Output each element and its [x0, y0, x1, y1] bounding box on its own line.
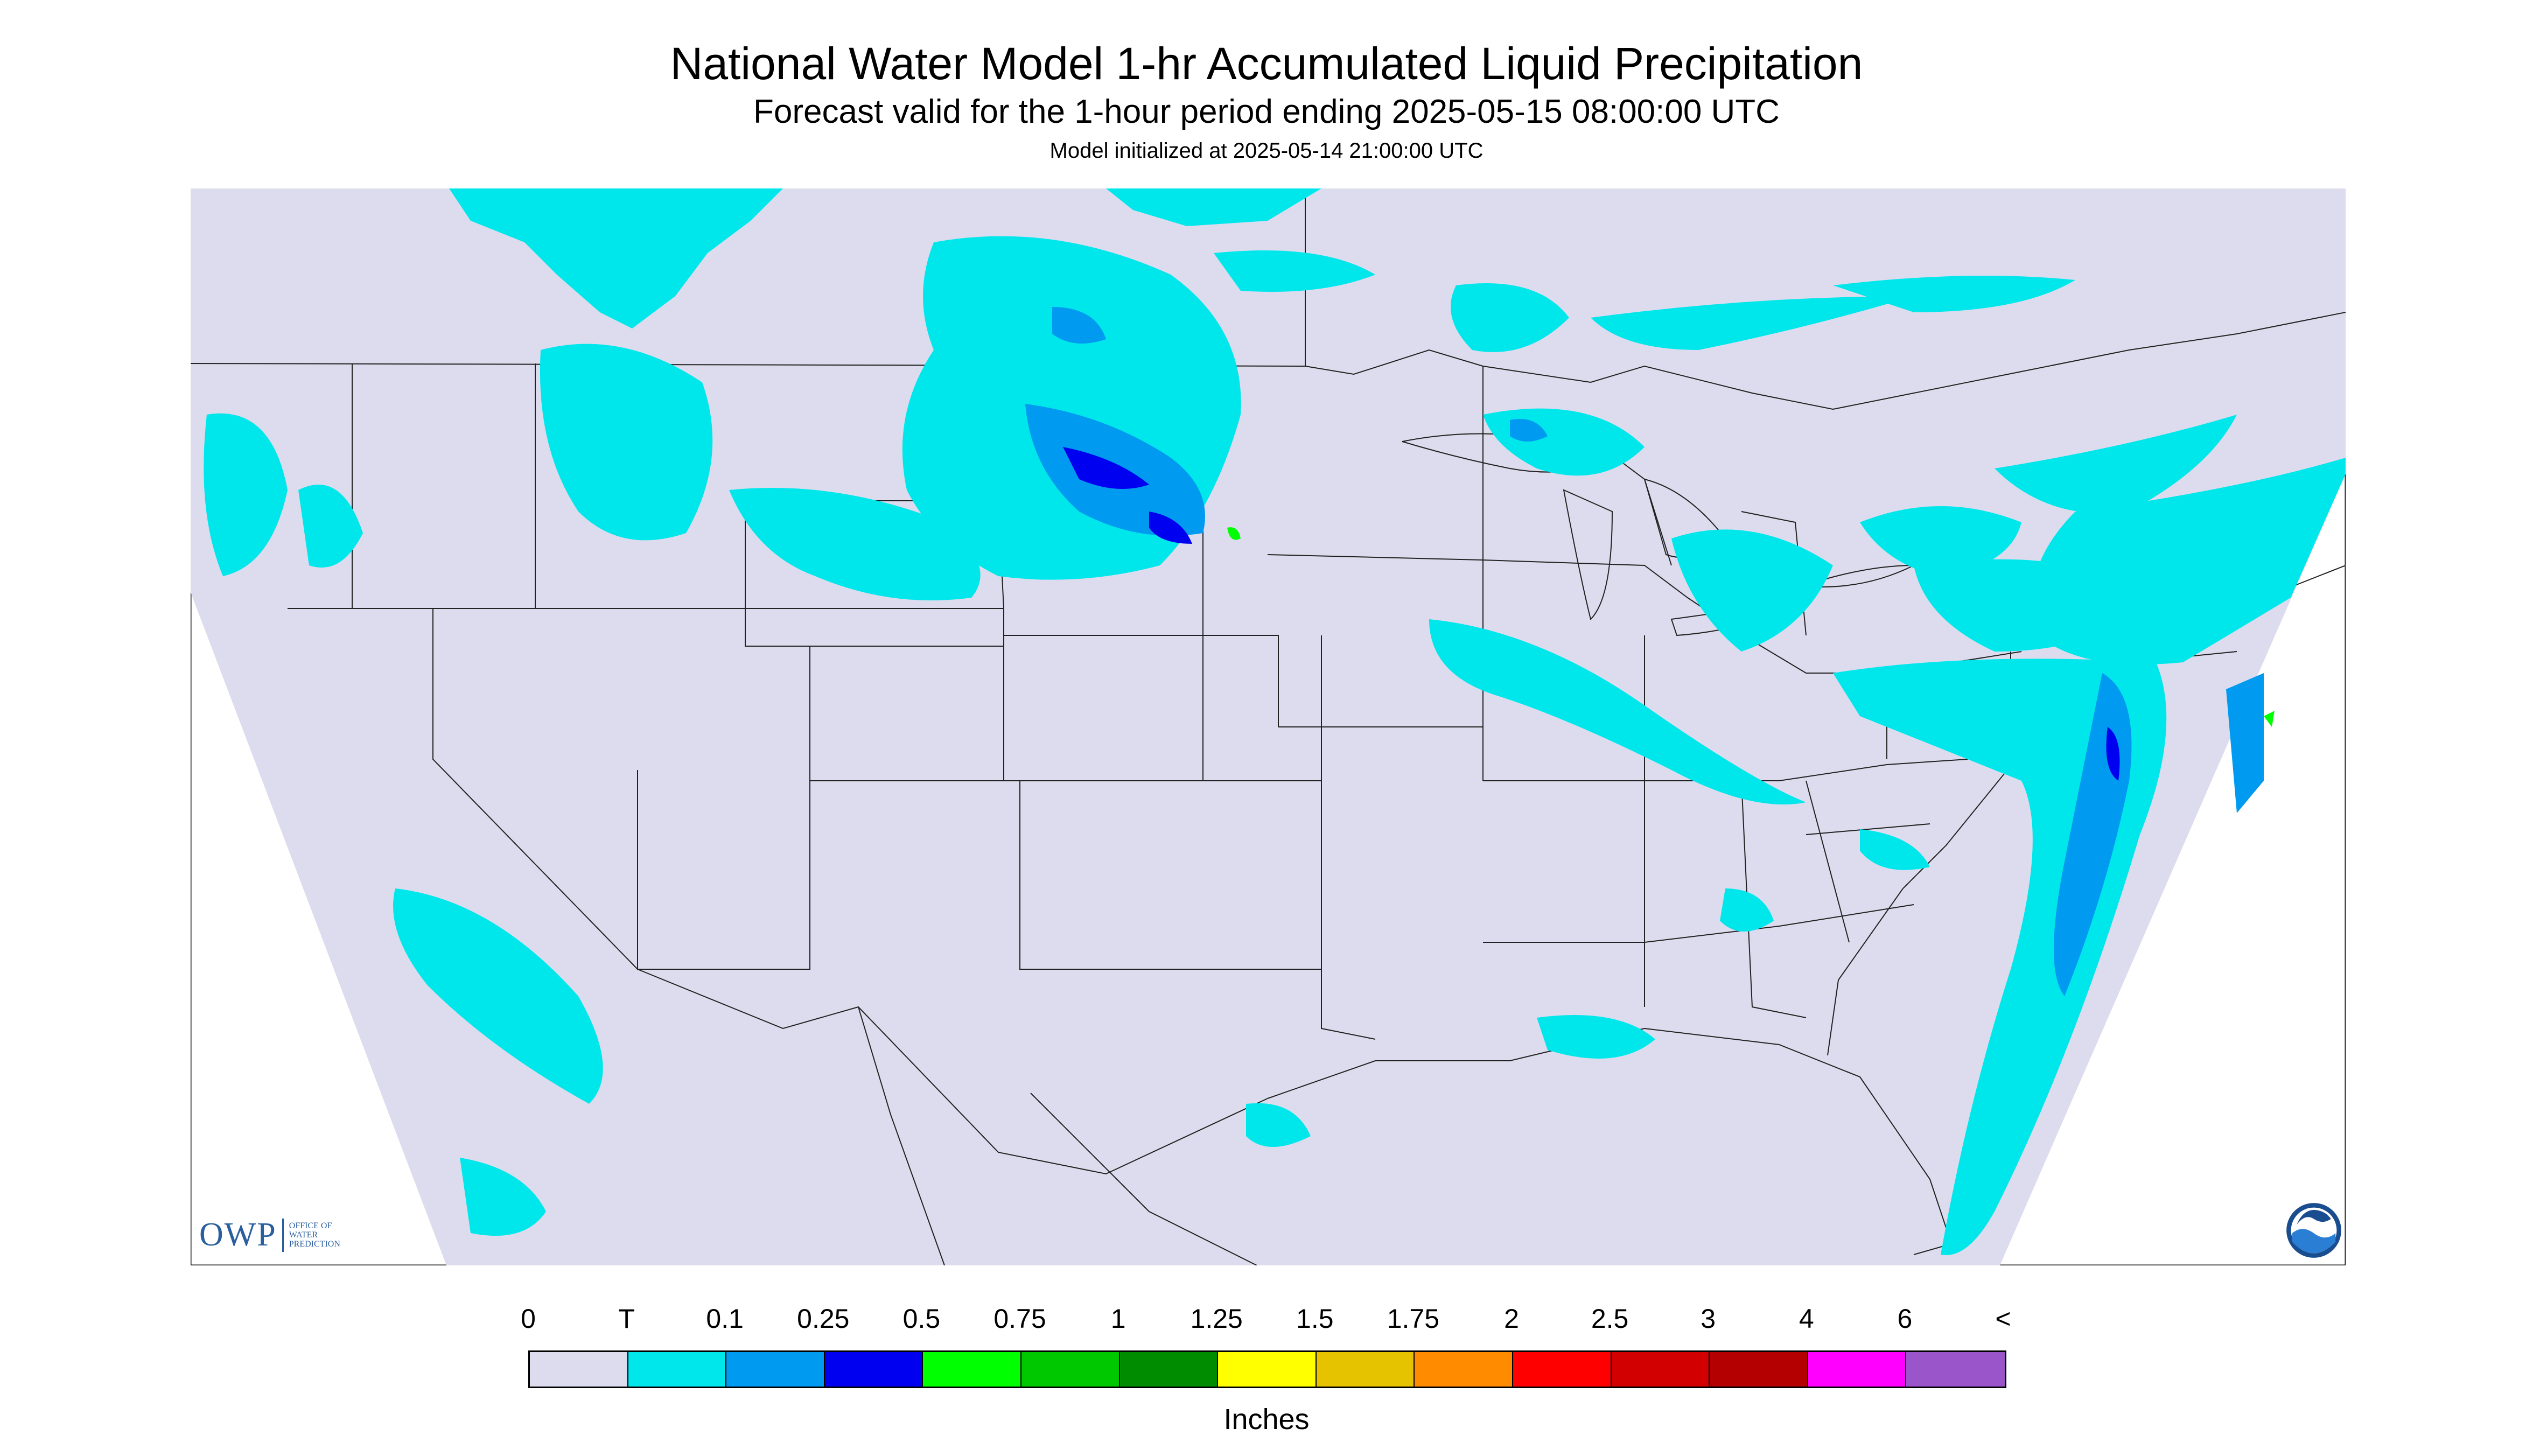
- legend-tick-label: <: [1995, 1304, 2011, 1334]
- legend-tick-label: T: [618, 1304, 635, 1334]
- legend-tick-label: 1.75: [1387, 1304, 1440, 1334]
- legend-swatch: [1513, 1352, 1612, 1387]
- precipitation-map: [191, 188, 2346, 1265]
- legend-swatch: [1119, 1352, 1219, 1387]
- legend-swatch: [1021, 1352, 1120, 1387]
- legend-swatch: [1710, 1352, 1808, 1387]
- legend-swatch: [1808, 1352, 1907, 1387]
- legend-tick-label: 2: [1504, 1304, 1519, 1334]
- legend-swatch: [628, 1352, 727, 1387]
- legend-tick-label: 6: [1897, 1304, 1913, 1334]
- legend-swatch: [1316, 1352, 1415, 1387]
- legend-swatch: [1218, 1352, 1317, 1387]
- legend-units: Inches: [1223, 1403, 1310, 1436]
- legend-tick-label: 0.5: [902, 1304, 941, 1334]
- legend-tick-label: 2.5: [1591, 1304, 1629, 1334]
- legend-color-bar: [528, 1350, 2006, 1388]
- legend-swatch: [1611, 1352, 1710, 1387]
- model-domain: [191, 188, 2346, 1265]
- legend-tick-label: 3: [1701, 1304, 1716, 1334]
- legend-tick-label: 0.75: [993, 1304, 1046, 1334]
- legend-tick-label: 1.25: [1190, 1304, 1243, 1334]
- map-title: National Water Model 1-hr Accumulated Li…: [670, 38, 1863, 89]
- legend-swatch: [824, 1352, 923, 1387]
- legend-tick-label: 0: [521, 1304, 536, 1334]
- model-init-time: Model initialized at 2025-05-14 21:00:00…: [1049, 139, 1484, 163]
- legend-swatch: [923, 1352, 1021, 1387]
- legend-swatch: [726, 1352, 825, 1387]
- precip-moderate: [1063, 447, 2120, 781]
- precip-heavy: [1227, 527, 2275, 727]
- legend-tick-label: 0.1: [706, 1304, 744, 1334]
- legend-tick-label: 1.5: [1296, 1304, 1334, 1334]
- noaa-logo: [2286, 1203, 2341, 1258]
- map-subtitle: Forecast valid for the 1-hour period end…: [753, 93, 1780, 130]
- owp-logo: OWP OFFICE OF WATER PREDICTION: [199, 1216, 343, 1254]
- legend-tick-label: 0.25: [797, 1304, 850, 1334]
- legend-swatch: [530, 1352, 628, 1387]
- owp-logo-text: OFFICE OF WATER PREDICTION: [289, 1221, 340, 1249]
- legend-tick-label: 1: [1110, 1304, 1126, 1334]
- legend-labels: 0 T 0.1 0.25 0.5 0.75 1 1.25 1.5 1.75 2 2.5 3 4 6 <: [0, 1303, 2533, 1335]
- owp-logo-mark: OWP: [199, 1216, 277, 1253]
- boundary-lines: [191, 188, 2346, 1265]
- legend-swatch: [1415, 1352, 1513, 1387]
- legend-tick-label: 4: [1799, 1304, 1814, 1334]
- legend-swatch: [1906, 1352, 2005, 1387]
